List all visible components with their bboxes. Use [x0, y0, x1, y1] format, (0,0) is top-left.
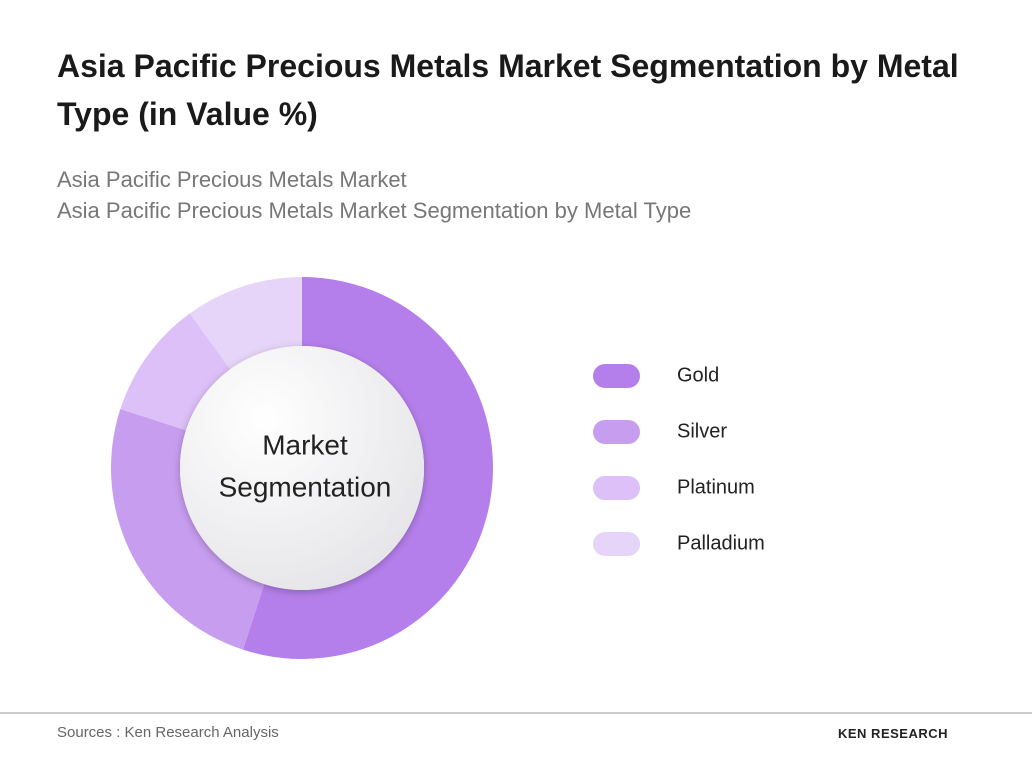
- legend-swatch: [593, 476, 640, 500]
- logo: KEN RESEARCH: [838, 726, 949, 741]
- donut-slice: [242, 277, 494, 659]
- donut-slice: [110, 408, 265, 650]
- donut-slice: [189, 277, 302, 370]
- legend-swatch: [593, 420, 640, 444]
- legend-label: Gold: [677, 364, 719, 386]
- center-label: Market: [262, 429, 348, 460]
- legend-label: Platinum: [677, 476, 755, 498]
- divider: [0, 712, 1032, 714]
- subtitle: Asia Pacific Precious Metals Market: [57, 167, 407, 192]
- legend-label: Silver: [677, 420, 727, 442]
- center-label: Segmentation: [219, 471, 392, 502]
- donut-slice: [120, 313, 231, 431]
- legend-label: Palladium: [677, 532, 765, 554]
- center-disc: [180, 346, 424, 590]
- source: Sources : Ken Research Analysis: [57, 724, 279, 741]
- subtitle: Asia Pacific Precious Metals Market Segm…: [57, 198, 692, 223]
- chart: Market Segmentation Gold Silver Platinum Pa…: [110, 277, 765, 659]
- legend-swatch: [593, 364, 640, 388]
- legend-swatch: [593, 532, 640, 556]
- chart-title: Asia Pacific Precious Metals Market Segm…: [57, 48, 959, 132]
